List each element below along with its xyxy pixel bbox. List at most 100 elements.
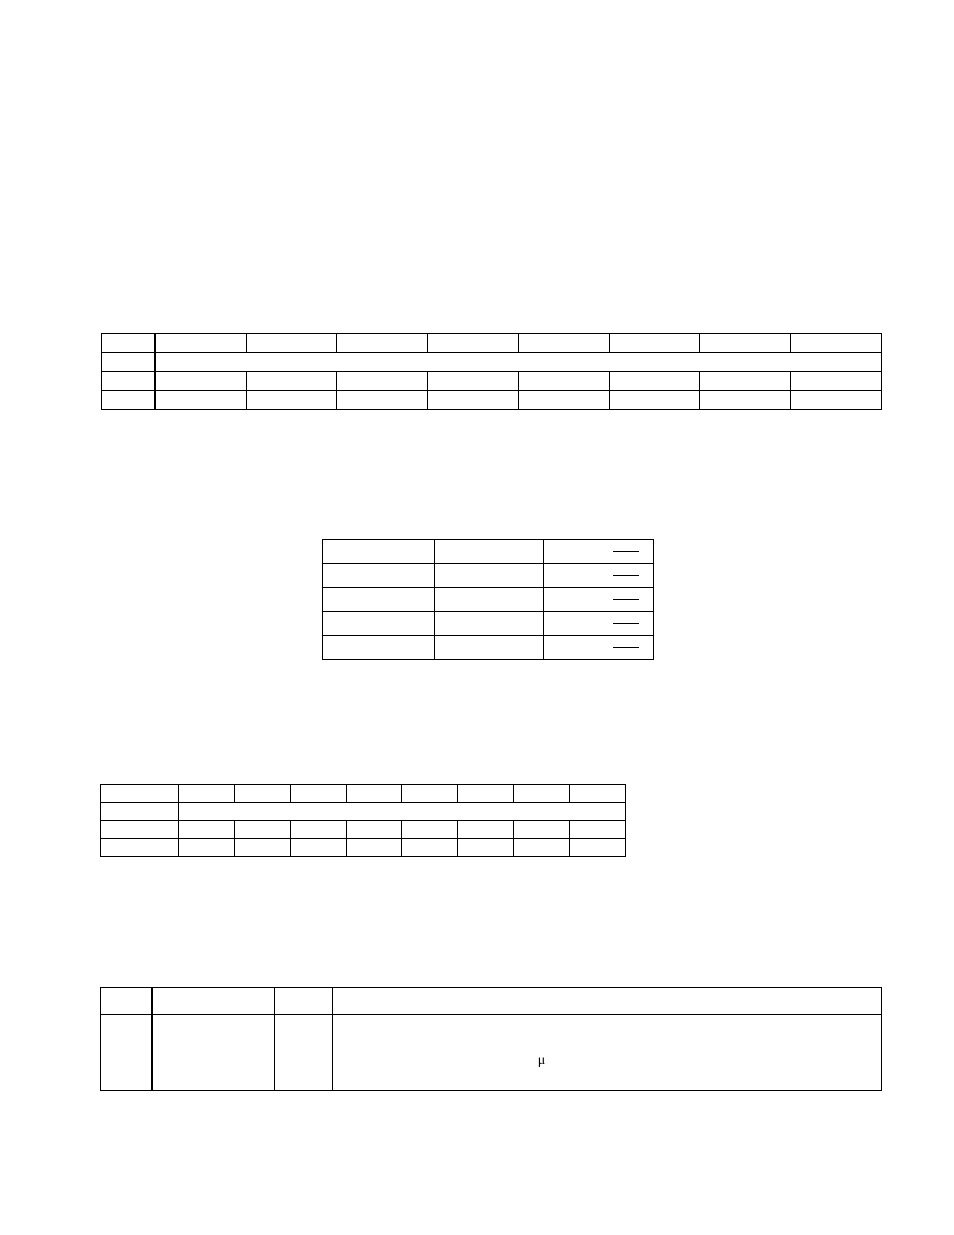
table-cell	[234, 821, 290, 839]
table-row: μ	[101, 1015, 882, 1091]
table-cell	[791, 372, 882, 391]
table-cell	[544, 588, 654, 612]
table-cell	[570, 785, 626, 803]
table-cell	[290, 785, 346, 803]
table-cell	[402, 821, 458, 839]
table-cell	[434, 636, 544, 660]
table-cell	[101, 821, 179, 839]
table-cell	[570, 821, 626, 839]
table-cell	[323, 588, 435, 612]
table-cell	[155, 334, 246, 353]
table-cell	[609, 372, 700, 391]
table-cell	[274, 988, 332, 1015]
table-row	[101, 839, 626, 857]
page: μ	[0, 0, 954, 1235]
table-cell	[102, 353, 156, 372]
table-cell	[178, 821, 234, 839]
table-cell	[102, 391, 156, 410]
table-row	[102, 372, 882, 391]
table-row	[323, 540, 654, 564]
table-cell	[700, 391, 791, 410]
table-cell	[700, 334, 791, 353]
table-row	[102, 353, 882, 372]
table-cell	[428, 372, 519, 391]
table-cell	[178, 839, 234, 857]
table-cell	[514, 821, 570, 839]
table-cell	[791, 391, 882, 410]
table-cell	[323, 612, 435, 636]
table-cell	[458, 821, 514, 839]
table-secondary	[322, 539, 654, 660]
table-primary	[101, 333, 882, 410]
table-row	[101, 785, 626, 803]
table-cell	[323, 540, 435, 564]
table-cell	[323, 636, 435, 660]
table-cell	[544, 636, 654, 660]
table-cell	[102, 334, 156, 353]
table-cell	[337, 391, 428, 410]
table-cell	[234, 839, 290, 857]
table-cell	[101, 839, 179, 857]
table-row	[323, 564, 654, 588]
table-cell	[101, 1015, 153, 1091]
table-cell	[155, 353, 881, 372]
table-cell	[101, 803, 179, 821]
table-cell	[290, 839, 346, 857]
table-cell	[402, 839, 458, 857]
table-cell	[234, 785, 290, 803]
table-cell	[246, 391, 337, 410]
table-cell	[290, 821, 346, 839]
table-cell	[337, 334, 428, 353]
table-row	[323, 636, 654, 660]
table-cell	[458, 785, 514, 803]
table-cell	[246, 372, 337, 391]
table-cell	[428, 334, 519, 353]
table-cell	[332, 988, 881, 1015]
table-cell	[178, 803, 625, 821]
table-row	[101, 988, 882, 1015]
table-cell	[101, 988, 153, 1015]
table-cell	[544, 540, 654, 564]
table-cell	[544, 612, 654, 636]
table-cell	[178, 785, 234, 803]
table-cell	[102, 372, 156, 391]
table-cell	[514, 785, 570, 803]
table-cell	[544, 564, 654, 588]
table-cell	[323, 564, 435, 588]
table-cell	[346, 785, 402, 803]
table-cell	[155, 372, 246, 391]
table-cell	[434, 588, 544, 612]
table-cell	[518, 334, 609, 353]
table-cell	[514, 839, 570, 857]
table-row	[323, 588, 654, 612]
table-cell	[700, 372, 791, 391]
table-cell	[791, 334, 882, 353]
table-notes: μ	[100, 987, 882, 1091]
table-row	[101, 821, 626, 839]
table-cell	[337, 372, 428, 391]
table-row	[102, 391, 882, 410]
table-cell	[346, 821, 402, 839]
table-cell	[428, 391, 519, 410]
table-cell	[152, 1015, 274, 1091]
table-row	[102, 334, 882, 353]
table-cell	[402, 785, 458, 803]
table-cell	[274, 1015, 332, 1091]
table-cell	[152, 988, 274, 1015]
table-cell	[518, 391, 609, 410]
table-row	[101, 803, 626, 821]
table-cell	[458, 839, 514, 857]
table-row	[323, 612, 654, 636]
table-cell	[609, 391, 700, 410]
table-cell	[434, 612, 544, 636]
table-cell	[246, 334, 337, 353]
table-cell	[518, 372, 609, 391]
table-tertiary	[100, 784, 626, 857]
mu-glyph: μ	[538, 1053, 546, 1069]
table-cell	[101, 785, 179, 803]
table-cell	[434, 564, 544, 588]
table-cell	[570, 839, 626, 857]
table-cell	[346, 839, 402, 857]
table-cell	[609, 334, 700, 353]
table-cell	[155, 391, 246, 410]
